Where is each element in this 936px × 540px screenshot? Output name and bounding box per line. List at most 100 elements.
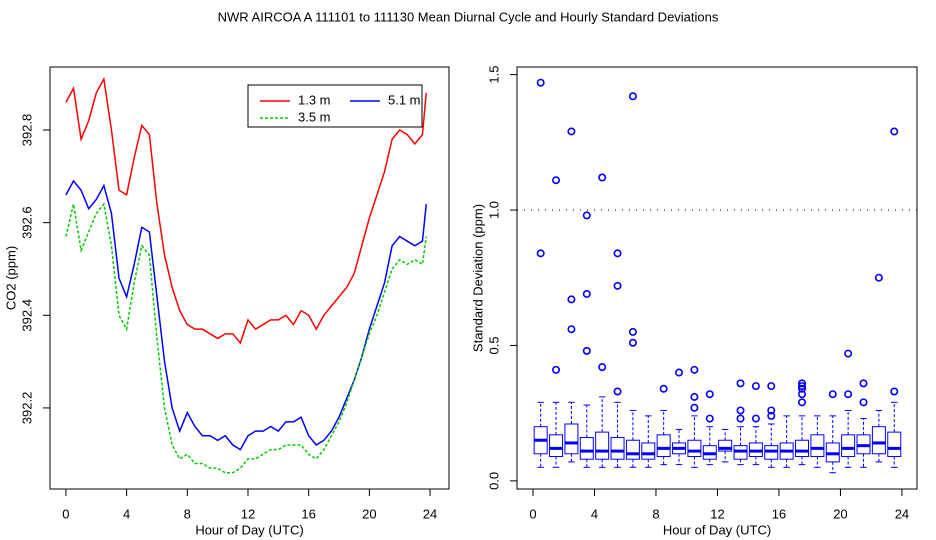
outlier [705,414,714,423]
y-axis-label: CO2 (ppm) [3,246,18,310]
outlier [690,403,699,412]
box-group [625,92,640,468]
outlier [859,398,868,407]
x-tick-label: 0 [62,506,69,521]
x-tick-label: 4 [591,506,598,521]
outlier [552,365,561,374]
outlier [567,127,576,136]
box [610,437,625,460]
outlier [598,363,607,372]
outlier [567,325,576,334]
box-group [718,428,733,463]
box-group [579,211,594,468]
outlier [844,349,853,358]
y-tick-label: 392.4 [19,299,34,332]
box-group [672,368,687,466]
outlier [552,176,561,185]
x-tick-label: 12 [241,506,255,521]
outlier [844,390,853,399]
outlier [536,78,545,87]
legend-box [247,84,423,128]
y-axis-label: Standard Deviation (ppm) [470,204,485,352]
y-tick-label: 392.6 [19,206,34,239]
outlier [705,390,714,399]
x-tick-label: 8 [652,506,659,521]
outlier [798,382,807,391]
outlier [582,346,591,355]
x-axis-label: Hour of Day (UTC) [663,522,771,537]
outlier [690,392,699,401]
x-axis-label: Hour of Day (UTC) [195,522,303,537]
box-group [856,379,871,468]
outlier [767,382,776,391]
x-tick-label: 4 [123,506,130,521]
box-group [610,249,625,468]
x-tick-label: 8 [184,506,191,521]
plot-frame [49,66,450,490]
outlier [859,379,868,388]
y-tick-label: 1.0 [486,201,501,219]
box-group [733,379,748,466]
box [641,442,656,460]
outlier [613,249,622,258]
box-group [687,365,702,468]
x-tick-label: 12 [710,506,724,521]
outlier [736,379,745,388]
y-tick-label: 1.5 [486,66,501,84]
series-line [65,202,427,474]
box-group [871,273,886,463]
box-group [764,382,779,468]
legend-label: 5.1 m [388,92,421,107]
box [810,434,825,457]
x-tick-label: 20 [362,506,376,521]
y-tick-label: 0.5 [486,336,501,354]
x-tick-label: 24 [895,506,909,521]
outlier [613,387,622,396]
y-tick-label: 392.2 [19,392,34,425]
series-line [65,76,427,345]
box-group [748,382,763,466]
x-tick-label: 16 [772,506,786,521]
box [795,439,810,457]
outlier [798,379,807,388]
box [579,437,594,460]
outlier [736,406,745,415]
box [687,439,702,457]
box-group [641,415,656,468]
outlier [828,390,837,399]
box-group [841,349,856,468]
outlier [798,390,807,399]
y-tick-label: 0.0 [486,472,501,490]
outlier [628,338,637,347]
outlier [874,273,883,282]
x-tick-label: 0 [529,506,536,521]
box [656,434,671,457]
outlier [767,406,776,415]
box-group [887,127,902,468]
outlier [890,387,899,396]
box-group [595,173,610,468]
box [625,439,640,460]
x-tick-label: 16 [301,506,315,521]
box [841,434,856,457]
box-group [825,390,840,474]
y-tick-label: 392.8 [19,114,34,147]
legend-label: 3.5 m [298,109,331,124]
outlier [751,414,760,423]
box [595,431,610,460]
outlier [536,249,545,258]
box-group [795,379,810,466]
outlier [767,411,776,420]
outlier [582,289,591,298]
x-tick-label: 24 [423,506,437,521]
outlier [736,414,745,423]
box-group [810,415,825,468]
box [871,426,886,455]
figure-title: NWR AIRCOA A 111101 to 111130 Mean Diurn… [218,9,719,24]
box [549,434,564,457]
outlier [659,384,668,393]
outlier [567,295,576,304]
box-group [533,78,548,468]
box-group [779,415,794,468]
